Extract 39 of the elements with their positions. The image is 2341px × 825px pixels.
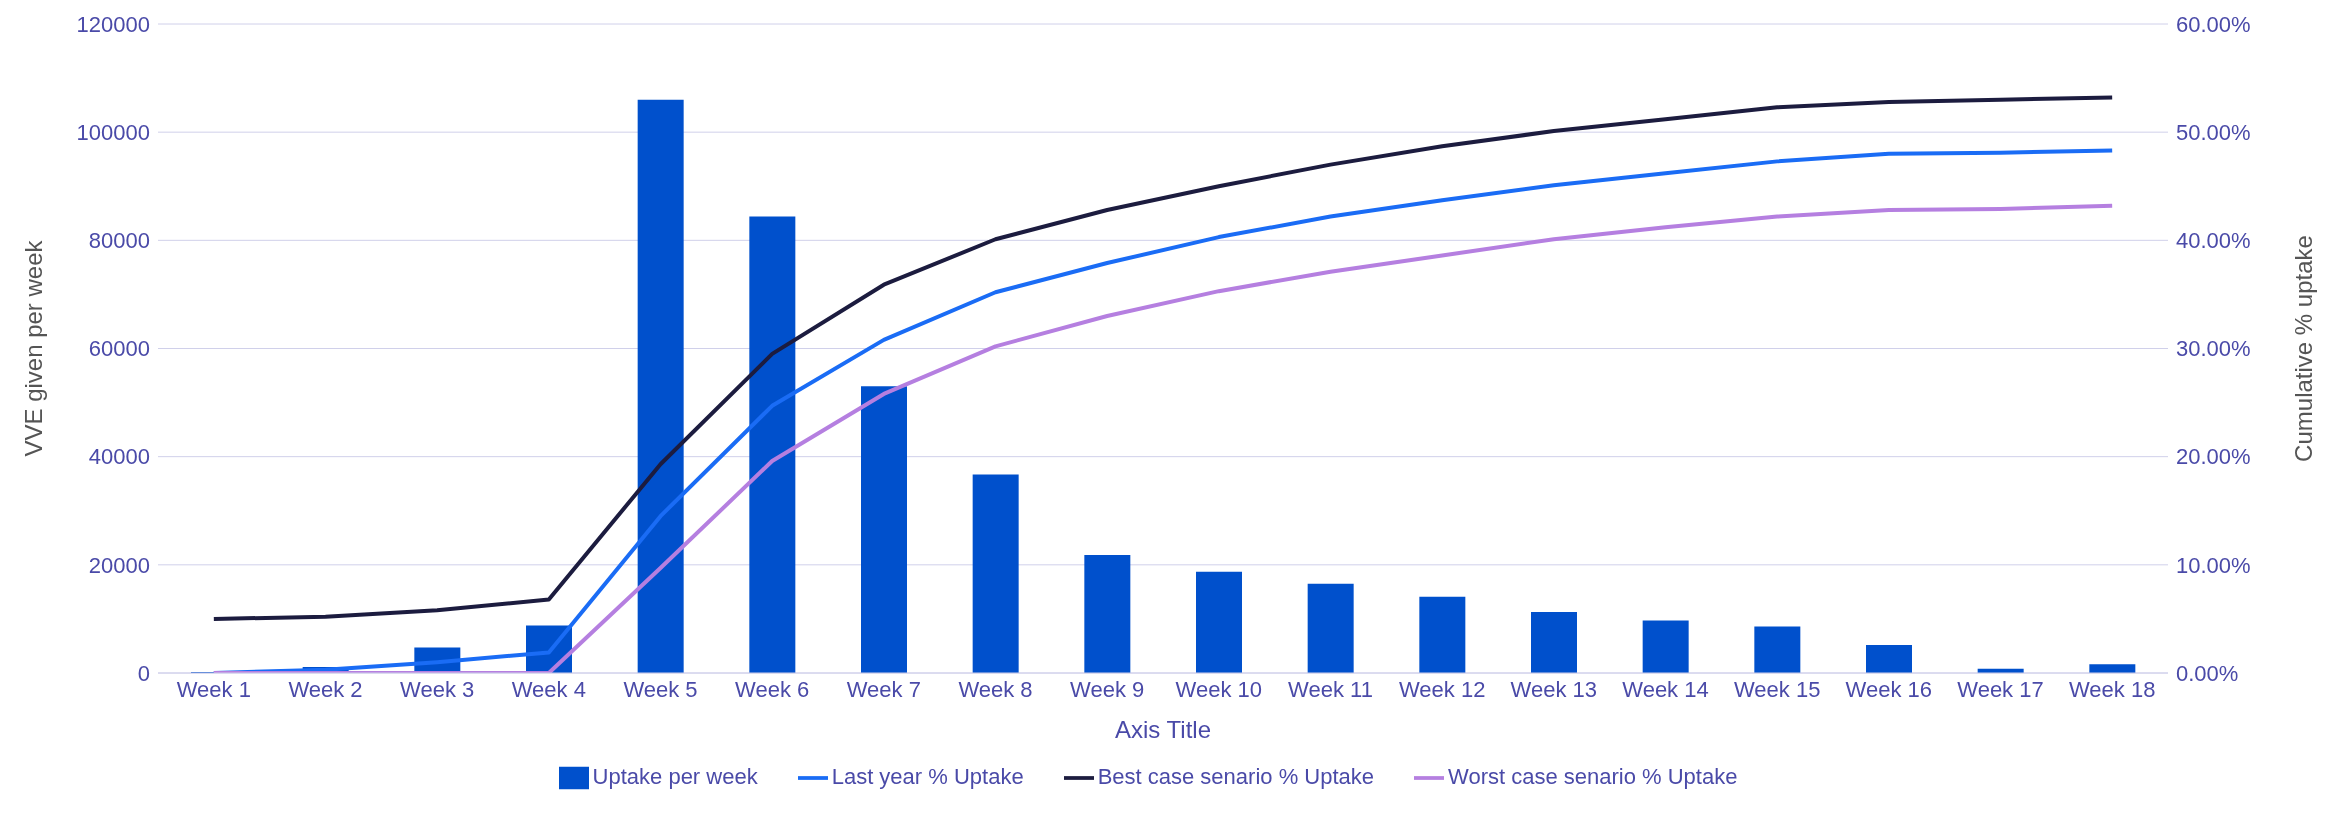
x-tick-label: Week 9	[1070, 676, 1145, 702]
x-tick-label: Week 3	[400, 676, 475, 702]
x-tick-label: Week 13	[1510, 676, 1598, 702]
x-axis-title: Axis Title	[1114, 716, 1212, 743]
y2-tick-label: 20.00%	[2176, 444, 2251, 470]
y-tick-label: 80000	[88, 228, 150, 254]
x-tick-label: Week 14	[1622, 676, 1709, 702]
x-tick-label: Week 5	[623, 676, 698, 702]
y2-tick-label: 50.00%	[2176, 119, 2251, 145]
x-tick-label: Week 16	[1845, 676, 1933, 702]
x-tick-label: Week 18	[2068, 676, 2156, 702]
y-tick-label: 20000	[88, 552, 150, 578]
x-tick-label: Week 8	[958, 676, 1033, 702]
x-tick-label: Week 15	[1733, 676, 1821, 702]
legend-label: Best case senario % Uptake	[1097, 763, 1375, 789]
x-tick-label: Week 12	[1398, 676, 1486, 702]
y-tick-label: 40000	[88, 444, 150, 470]
x-tick-label: Week 7	[846, 676, 921, 702]
y2-tick-label: 60.00%	[2176, 11, 2251, 37]
y-tick-label: 100000	[76, 119, 150, 145]
x-tick-label: Week 4	[511, 676, 586, 702]
y2-tick-label: 40.00%	[2176, 228, 2251, 254]
legend-label: Worst case senario % Uptake	[1448, 763, 1738, 789]
y2-tick-label: 10.00%	[2176, 552, 2251, 578]
y2-axis-title: Cumulative % uptake	[2289, 235, 2317, 462]
x-tick-label: Week 6	[735, 676, 810, 702]
y-tick-label: 120000	[76, 11, 150, 37]
y-axis-title: VVE given per week	[19, 239, 47, 457]
x-tick-label: Week 17	[1957, 676, 2044, 702]
x-tick-label: Week 11	[1288, 676, 1373, 702]
x-tick-label: Week 2	[288, 676, 363, 702]
y-tick-label: 60000	[88, 336, 150, 362]
legend-label: Uptake per week	[592, 763, 758, 789]
y2-tick-label: 0.00%	[2176, 660, 2239, 686]
legend-label: Last year % Uptake	[831, 763, 1024, 789]
x-tick-label: Week 10	[1175, 676, 1263, 702]
y-tick-label: 0	[137, 660, 150, 686]
y2-tick-label: 30.00%	[2176, 336, 2251, 362]
x-tick-label: Week 1	[176, 676, 251, 702]
